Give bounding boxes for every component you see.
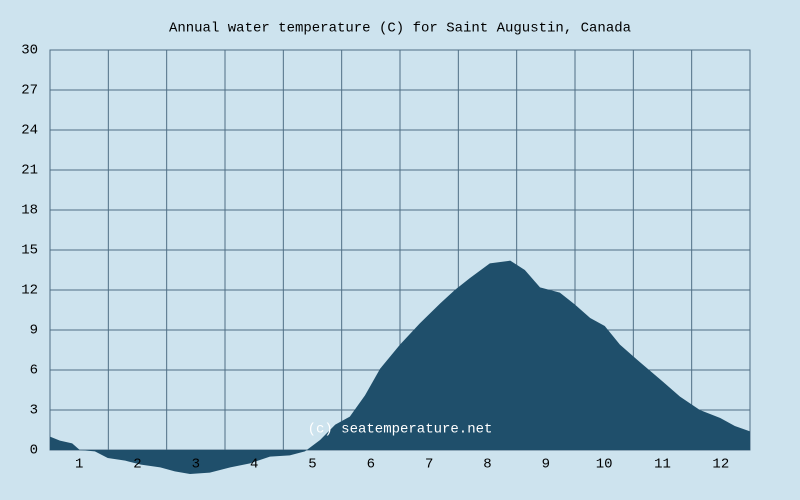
y-tick-label: 12 (21, 283, 38, 299)
x-tick-label: 7 (425, 457, 433, 473)
y-tick-label: 27 (21, 83, 38, 99)
y-tick-label: 18 (21, 203, 38, 219)
y-tick-label: 15 (21, 243, 38, 259)
y-tick-label: 6 (30, 363, 38, 379)
y-tick-label: 30 (21, 43, 38, 59)
temperature-area (50, 260, 750, 474)
x-tick-label: 2 (133, 457, 141, 473)
y-tick-label: 3 (30, 403, 38, 419)
x-tick-label: 1 (75, 457, 83, 473)
x-tick-label: 6 (367, 457, 375, 473)
x-tick-label: 10 (596, 457, 613, 473)
x-tick-label: 11 (654, 457, 671, 473)
y-tick-label: 9 (30, 323, 38, 339)
watermark: (c) seatemperature.net (308, 422, 493, 438)
y-tick-label: 24 (21, 123, 38, 139)
y-tick-label: 0 (30, 443, 38, 459)
x-tick-label: 8 (483, 457, 491, 473)
x-tick-label: 4 (250, 457, 258, 473)
chart-title: Annual water temperature (C) for Saint A… (169, 21, 631, 37)
x-tick-label: 12 (712, 457, 729, 473)
x-tick-label: 5 (308, 457, 316, 473)
y-tick-label: 21 (21, 163, 38, 179)
x-tick-label: 3 (192, 457, 200, 473)
x-tick-label: 9 (542, 457, 550, 473)
